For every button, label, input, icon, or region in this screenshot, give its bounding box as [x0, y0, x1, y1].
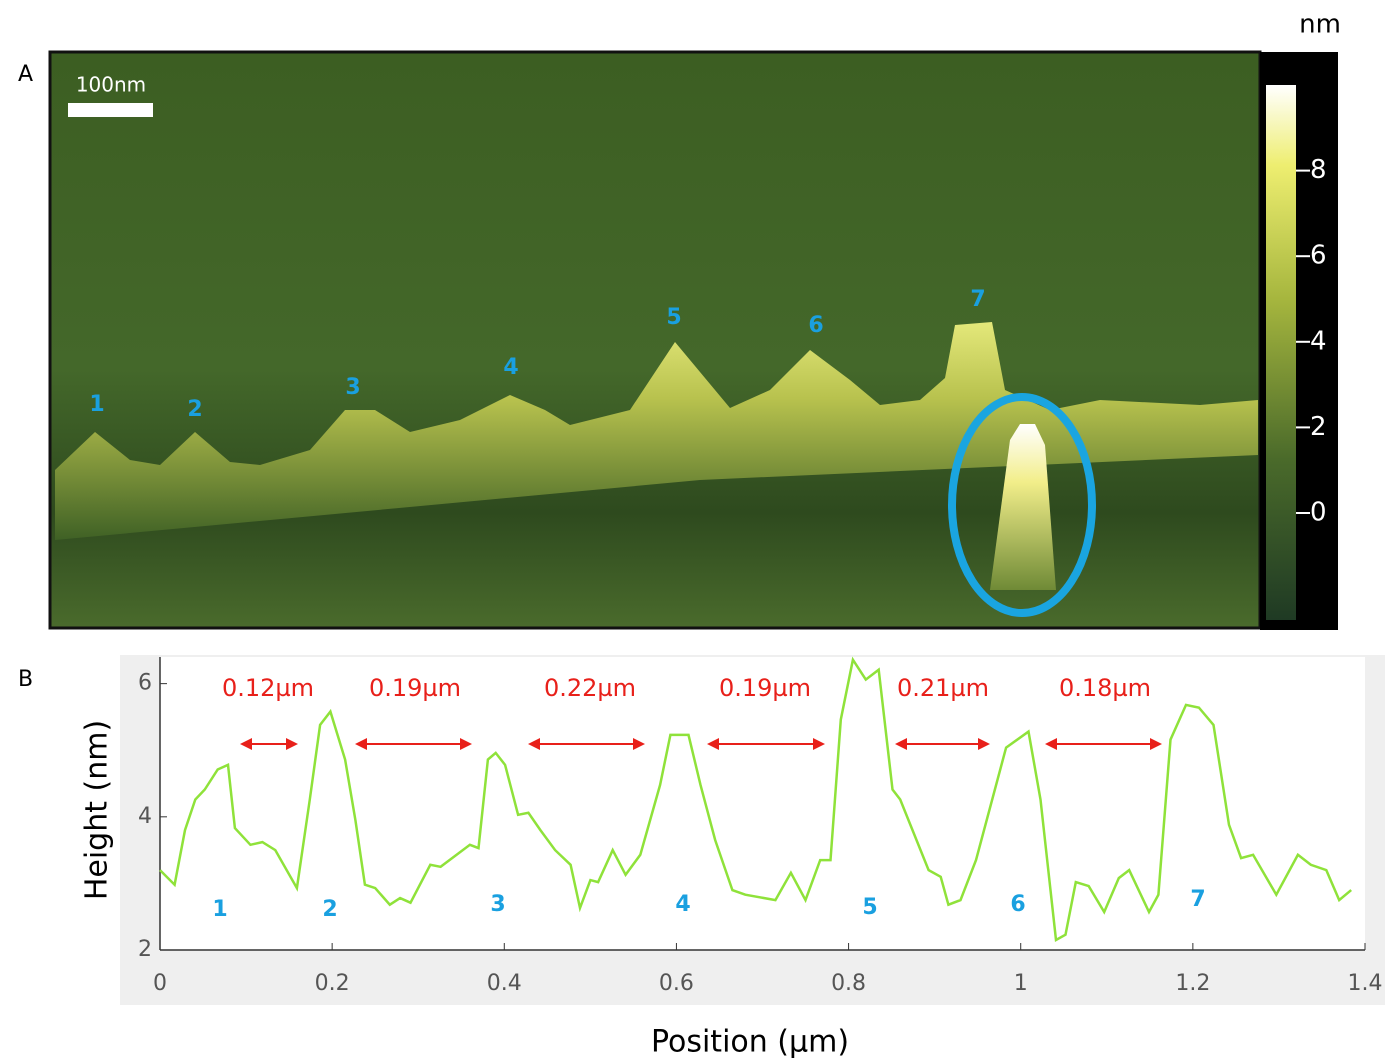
spacing-label: 0.22µm	[544, 674, 636, 702]
scale-bar	[68, 103, 153, 117]
peak-label: 3	[490, 892, 505, 917]
colorbar-tick-label: 6	[1310, 241, 1327, 271]
peak-label: 1	[212, 897, 227, 922]
spacing-label: 0.19µm	[369, 674, 461, 702]
x-tick-label: 1.2	[1175, 971, 1210, 996]
profile-panel: B Height (nm) Position (µm) 2 4 6 0 0.2 0.4 0.…	[18, 655, 1385, 1060]
x-tick-label: 0.4	[487, 971, 522, 996]
peak-label: 4	[675, 892, 690, 917]
ridge	[55, 322, 1258, 540]
peak-label: 2	[187, 397, 202, 422]
colorbar-unit: nm	[1299, 10, 1341, 40]
arrow-head	[355, 738, 472, 750]
spacing-label: 0.18µm	[1059, 674, 1151, 702]
plot-area	[160, 657, 1365, 950]
x-tick-label: 1	[1014, 971, 1028, 996]
highlight-ellipse	[948, 393, 1096, 617]
x-axis-label: Position (µm)	[651, 1025, 849, 1060]
peak-label: 3	[345, 375, 360, 400]
afm-panel: A 100nm nm 1 2 3 4 5 6 7 0 2 4 6 8	[18, 10, 1341, 630]
y-tick-label: 2	[138, 937, 152, 962]
y-tick-label: 6	[138, 671, 152, 696]
x-tick-label: 0	[153, 971, 167, 996]
colorbar-tick-label: 4	[1310, 326, 1327, 356]
peak-label: 5	[862, 895, 877, 920]
panel-label: B	[18, 667, 33, 692]
peak-label: 5	[666, 305, 681, 330]
x-tick-label: 0.6	[659, 971, 694, 996]
peak-label: 4	[503, 355, 518, 380]
arrow-head	[528, 738, 645, 750]
y-axis-label: Height (nm)	[80, 720, 115, 900]
y-tick-label: 4	[138, 804, 152, 829]
peak-label: 2	[322, 897, 337, 922]
colorbar-tick-label: 2	[1310, 412, 1327, 442]
colorbar-tick-label: 0	[1310, 498, 1327, 528]
x-tick-label: 1.4	[1348, 971, 1383, 996]
afm-image	[48, 50, 1262, 630]
spacing-label: 0.19µm	[719, 674, 811, 702]
peak-label: 7	[970, 287, 985, 312]
arrow-head	[240, 738, 298, 750]
peak-label: 6	[1010, 892, 1025, 917]
spacing-label: 0.12µm	[222, 674, 314, 702]
peak-label: 7	[1190, 887, 1205, 912]
x-tick-label: 0.2	[315, 971, 350, 996]
panel-label: A	[18, 62, 33, 87]
scale-bar-label: 100nm	[76, 73, 146, 97]
spacing-label: 0.21µm	[897, 674, 989, 702]
peak-label: 6	[808, 313, 823, 338]
colorbar	[1266, 85, 1296, 620]
colorbar-tick-label: 8	[1310, 155, 1327, 185]
spike	[990, 424, 1056, 590]
arrow-head	[1045, 738, 1162, 750]
peak-label: 1	[89, 392, 104, 417]
profile-line	[159, 656, 1353, 943]
arrow-head	[707, 738, 825, 750]
x-tick-label: 0.8	[831, 971, 866, 996]
